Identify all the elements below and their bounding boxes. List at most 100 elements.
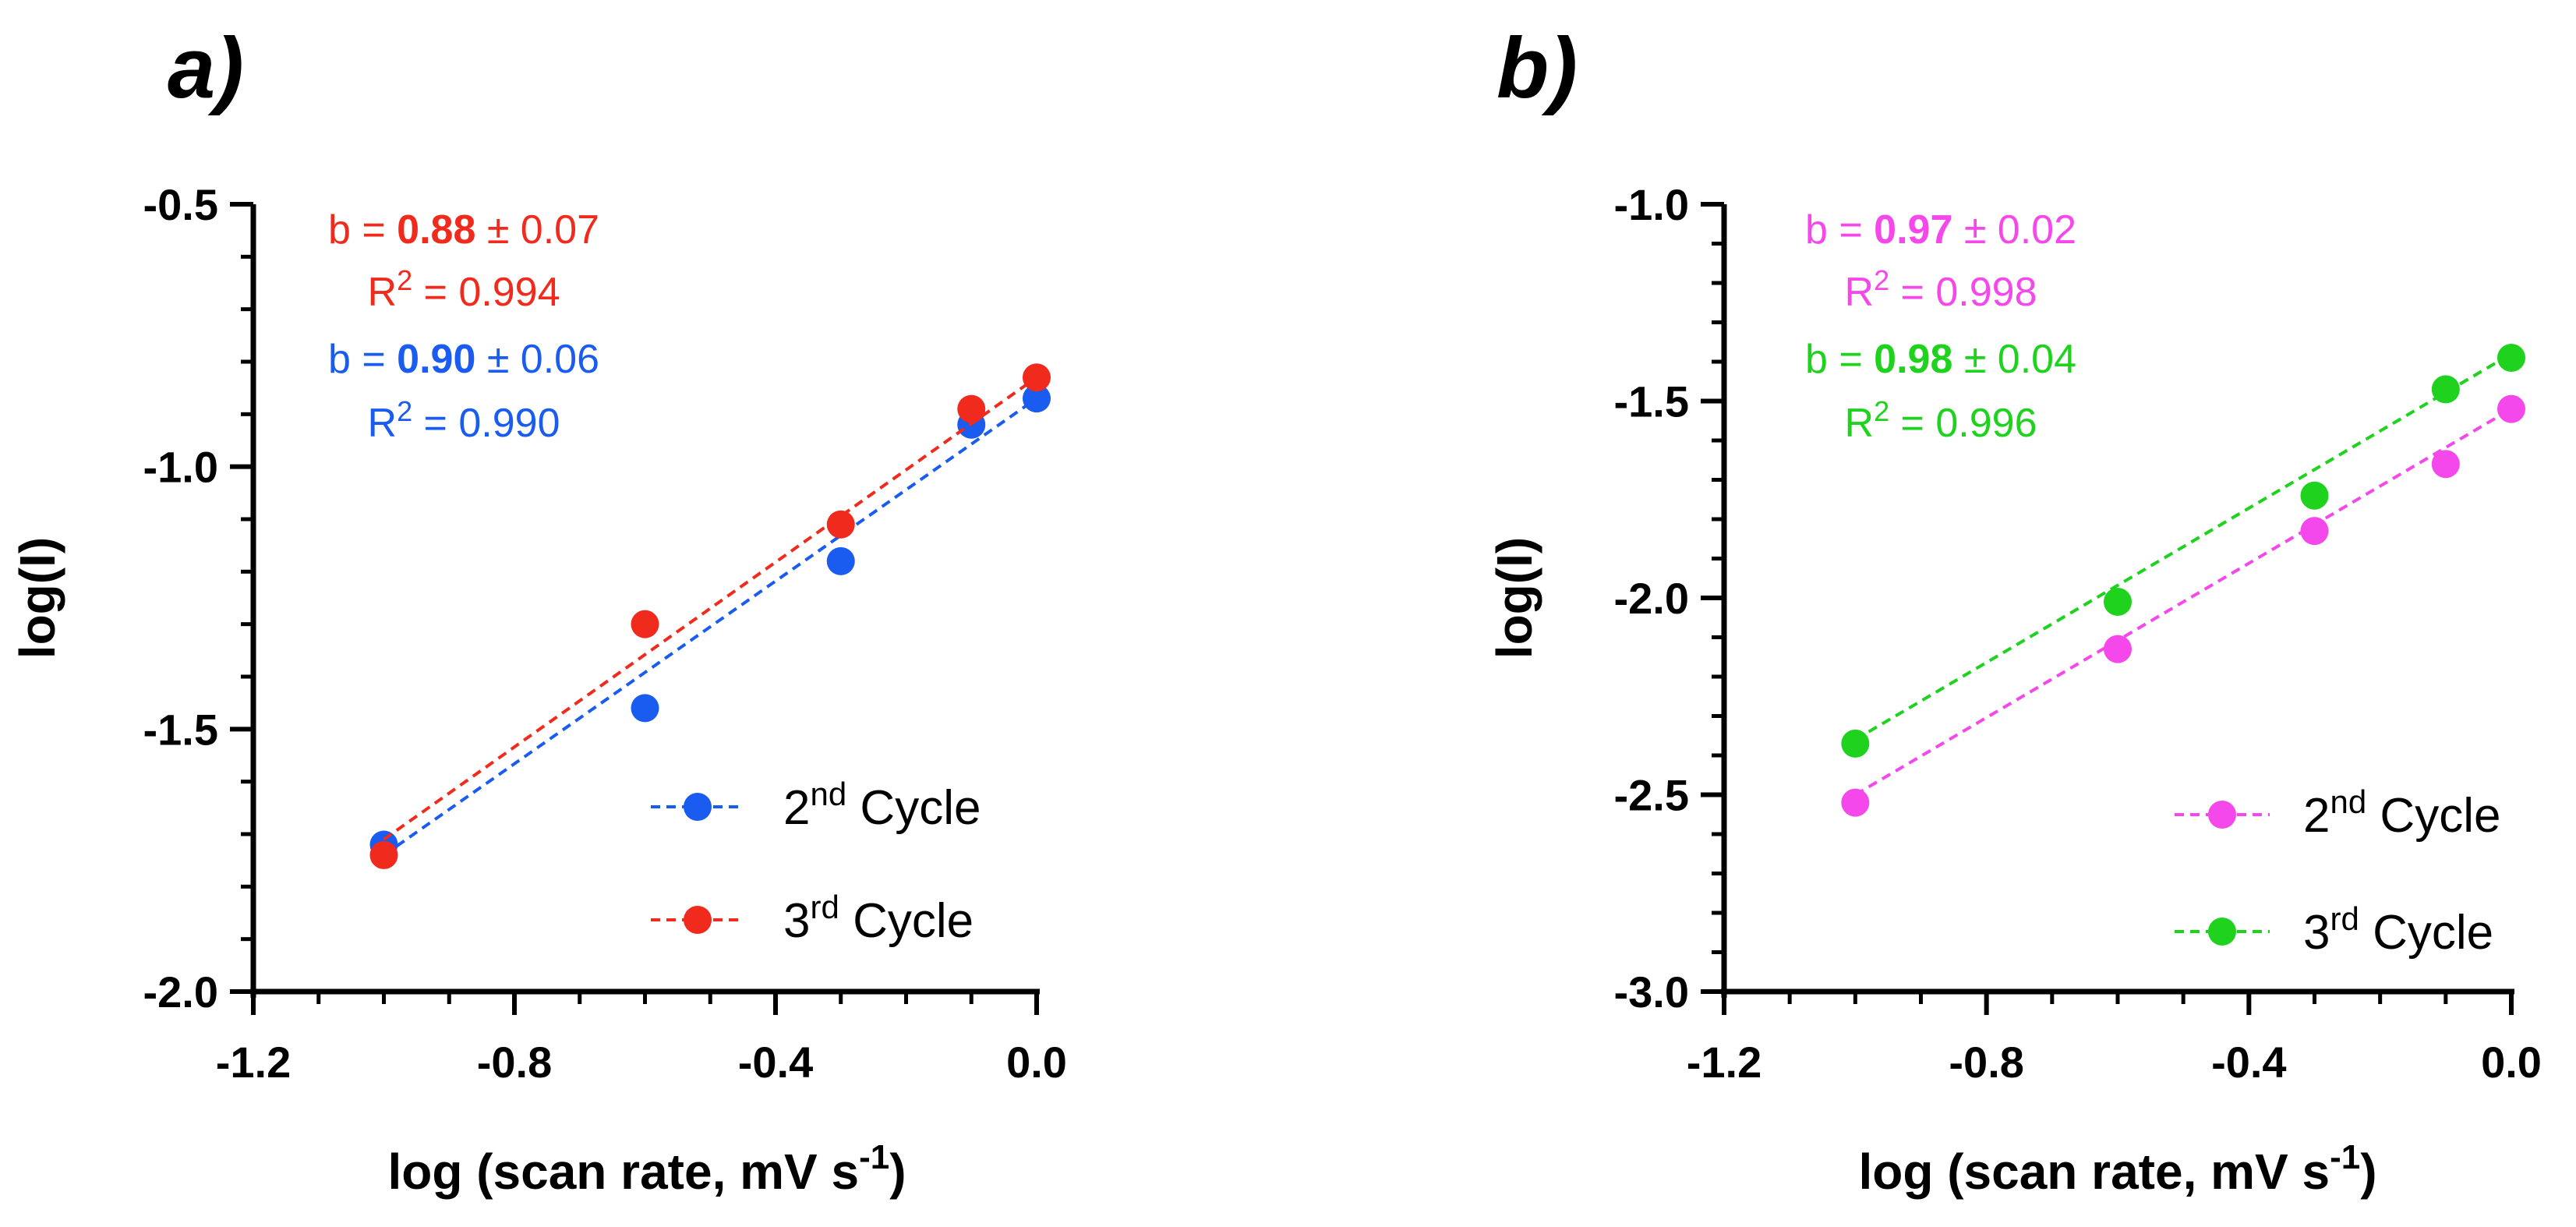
x-tick-label: -1.2 [216, 1038, 292, 1087]
annotation-r-prefix: R [368, 270, 398, 315]
y-axis-title: log(I) [9, 537, 65, 659]
annotation-b-prefix: b = [1805, 337, 1874, 382]
legend-label: 3rd Cycle [2303, 900, 2493, 960]
annotation-r-value: = 0.994 [412, 270, 560, 315]
data-point [957, 394, 986, 423]
data-point [1023, 363, 1051, 392]
x-tick-label: 0.0 [2481, 1038, 2542, 1087]
data-point [1841, 788, 1870, 817]
annotation-r2: R2 = 0.990 [368, 395, 560, 446]
x-tick-label: -1.2 [1687, 1038, 1762, 1087]
legend-marker [684, 793, 712, 821]
annotation-b-error: ± 0.07 [475, 207, 599, 253]
legend-label-base: 2 [783, 781, 810, 835]
legend-label-base: 2 [2303, 789, 2330, 843]
chart-panel-a: a) -2.0 -1.5 -1.0 -0.5 -1.2 -0.8 -0.4 0.0 log (sc… [9, 20, 1067, 1200]
x-axis-title: log (scan rate, mV s-1) [387, 1138, 906, 1200]
legend-marker [2208, 918, 2236, 946]
panel-label: b) [1496, 20, 1578, 116]
legend-label-sup: nd [810, 776, 846, 812]
x-axis-title-sup: -1 [2330, 1138, 2360, 1176]
y-tick-label: -1.0 [143, 443, 219, 492]
annotation-r-prefix: R [1845, 401, 1875, 446]
annotation-b: b = 0.97 ± 0.02 [1805, 207, 2076, 253]
annotation-r-prefix: R [368, 401, 398, 446]
legend-label: 2nd Cycle [2303, 783, 2500, 843]
data-point [826, 546, 855, 575]
data-point [2431, 375, 2460, 404]
data-point [826, 510, 855, 539]
fit-line-2 [1854, 407, 2513, 797]
x-axis-title-close: ) [2360, 1144, 2376, 1200]
legend-label-base: 3 [783, 894, 810, 948]
annotation-r-sup: 2 [1874, 395, 1889, 427]
legend-marker [2208, 801, 2236, 829]
x-axis-title-sup: -1 [859, 1138, 889, 1176]
legend-label-rest: Cycle [839, 894, 974, 948]
data-point [2300, 481, 2329, 510]
data-point [2104, 588, 2132, 617]
annotation-r2: R2 = 0.998 [1845, 264, 2037, 315]
x-axis-title-text: log (scan rate, mV s [1858, 1144, 2330, 1200]
data-point [1841, 729, 1870, 758]
legend-label-sup: rd [810, 889, 839, 925]
data-point [2104, 635, 2132, 663]
annotation-r-sup: 2 [1874, 264, 1889, 296]
y-tick-label: -0.5 [143, 180, 219, 229]
y-axis-title: log(I) [1486, 537, 1542, 659]
fit-line-2 [383, 397, 1038, 857]
y-tick-label: -3.0 [1614, 967, 1690, 1017]
annotation-r-value: = 0.996 [1889, 401, 2037, 446]
chart-panel-b: b) -3.0 -2.5 -2.0 -1.5 -1.0 -1.2 -0.8 -0.4 0.0 log… [1486, 20, 2542, 1200]
fit-line-3 [1854, 352, 2513, 741]
annotation-b-prefix: b = [328, 337, 397, 382]
annotation-r-sup: 2 [397, 264, 412, 296]
x-tick-label: -0.8 [477, 1038, 553, 1087]
legend-label-sup: rd [2330, 900, 2359, 937]
annotation-b-error: ± 0.04 [1952, 337, 2076, 382]
legend-label-rest: Cycle [846, 781, 981, 835]
legend-label-sup: nd [2330, 783, 2366, 820]
data-point [631, 610, 659, 638]
annotation-b-value: 0.98 [1874, 337, 1952, 382]
data-point [2431, 450, 2460, 479]
data-point [2300, 517, 2329, 546]
fit-line-3 [383, 376, 1038, 841]
annotation-b-value: 0.90 [397, 337, 475, 382]
data-point [369, 840, 398, 869]
annotation-b-prefix: b = [328, 207, 397, 253]
x-axis-title: log (scan rate, mV s-1) [1858, 1138, 2376, 1200]
annotation-r-value: = 0.998 [1889, 270, 2037, 315]
legend-marker [684, 906, 712, 934]
legend-label-base: 3 [2303, 906, 2330, 960]
annotation-b-value: 0.88 [397, 207, 475, 253]
data-point [631, 694, 659, 723]
x-tick-label: 0.0 [1006, 1038, 1067, 1087]
annotation-b-error: ± 0.06 [475, 337, 599, 382]
legend-label-rest: Cycle [2366, 789, 2500, 843]
y-tick-label: -1.5 [1614, 377, 1690, 426]
data-point [1023, 384, 1051, 413]
data-point [2497, 343, 2525, 372]
panel-label: a) [168, 20, 244, 116]
y-tick-label: -1.0 [1614, 180, 1690, 229]
x-tick-label: -0.4 [2211, 1038, 2287, 1087]
legend-label: 3rd Cycle [783, 889, 974, 948]
data-point [2497, 394, 2525, 423]
x-axis-title-close: ) [889, 1144, 906, 1200]
annotation-b-error: ± 0.02 [1952, 207, 2076, 253]
annotation-b: b = 0.88 ± 0.07 [328, 207, 599, 253]
y-tick-label: -2.0 [143, 967, 219, 1017]
annotation-r-prefix: R [1845, 270, 1875, 315]
annotation-b: b = 0.98 ± 0.04 [1805, 337, 2076, 382]
annotation-r2: R2 = 0.996 [1845, 395, 2037, 446]
annotation-b-value: 0.97 [1874, 207, 1952, 253]
annotation-r-value: = 0.990 [412, 401, 560, 446]
x-tick-label: -0.4 [738, 1038, 814, 1087]
annotation-r2: R2 = 0.994 [368, 264, 560, 315]
legend-label-rest: Cycle [2359, 906, 2493, 960]
annotation-b: b = 0.90 ± 0.06 [328, 337, 599, 382]
annotation-r-sup: 2 [397, 395, 412, 427]
x-tick-label: -0.8 [1949, 1038, 2024, 1087]
